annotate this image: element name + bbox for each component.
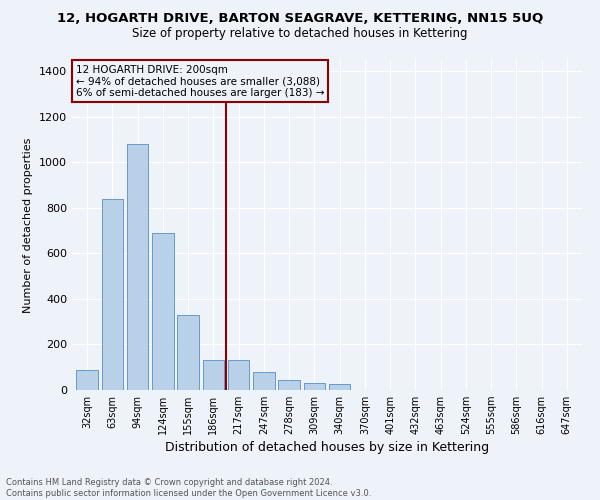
Bar <box>329 384 350 390</box>
Bar <box>101 199 123 390</box>
Bar <box>127 144 148 390</box>
Bar <box>76 370 98 390</box>
Bar <box>178 315 199 390</box>
Bar <box>152 233 173 390</box>
Bar <box>203 360 224 390</box>
Y-axis label: Number of detached properties: Number of detached properties <box>23 138 34 312</box>
Text: 12 HOGARTH DRIVE: 200sqm
← 94% of detached houses are smaller (3,088)
6% of semi: 12 HOGARTH DRIVE: 200sqm ← 94% of detach… <box>76 64 324 98</box>
Bar <box>278 380 300 390</box>
Bar <box>228 360 250 390</box>
Text: Size of property relative to detached houses in Kettering: Size of property relative to detached ho… <box>132 28 468 40</box>
Text: 12, HOGARTH DRIVE, BARTON SEAGRAVE, KETTERING, NN15 5UQ: 12, HOGARTH DRIVE, BARTON SEAGRAVE, KETT… <box>57 12 543 26</box>
Bar <box>304 383 325 390</box>
Bar <box>253 372 275 390</box>
X-axis label: Distribution of detached houses by size in Kettering: Distribution of detached houses by size … <box>165 442 489 454</box>
Text: Contains HM Land Registry data © Crown copyright and database right 2024.
Contai: Contains HM Land Registry data © Crown c… <box>6 478 371 498</box>
